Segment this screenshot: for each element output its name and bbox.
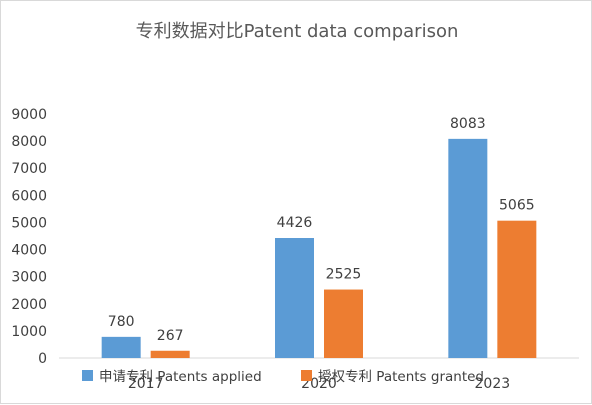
y-tick-label: 1000 [11,324,47,340]
bar-2020-series-1 [275,238,314,358]
y-tick-label: 8000 [11,134,47,150]
x-tick-label: 2017 [128,376,164,392]
y-tick-label: 4000 [11,243,47,259]
bar-2017-series-2 [150,350,190,358]
data-label: 2525 [326,267,362,283]
data-label: 5065 [499,198,535,214]
bar-2023-series-1 [448,138,488,358]
legend-label-1: 申请专利 Patents applied [99,369,262,385]
y-tick-label: 3000 [11,270,47,286]
data-label: 8083 [450,116,486,132]
bar-2020-series-2 [324,289,363,358]
bar-2017-series-1 [101,336,141,358]
data-label: 4426 [277,215,313,231]
data-labels: 780 267 4426 2525 8083 5065 [108,116,535,344]
y-tick-label: 7000 [11,161,47,177]
chart-title: 专利数据对比Patent data comparison [136,21,459,42]
y-tick-label: 5000 [11,215,47,231]
y-tick-label: 0 [38,351,47,367]
data-label: 780 [108,314,135,330]
bar-2023-series-2 [497,220,537,358]
data-label: 267 [157,328,184,344]
bars [101,138,537,358]
x-tick-label: 2023 [475,376,511,392]
legend-swatch-1 [82,370,93,381]
y-tick-label: 6000 [11,188,47,204]
y-axis-ticks: 0 1000 2000 3000 4000 5000 6000 7000 8000 9000 [11,107,47,367]
legend: 申请专利 Patents applied 授权专利 Patents granted [82,368,484,385]
y-tick-label: 9000 [11,107,47,123]
legend-label-2: 授权专利 Patents granted [318,368,484,385]
y-tick-label: 2000 [11,297,47,313]
legend-swatch-2 [301,370,312,381]
